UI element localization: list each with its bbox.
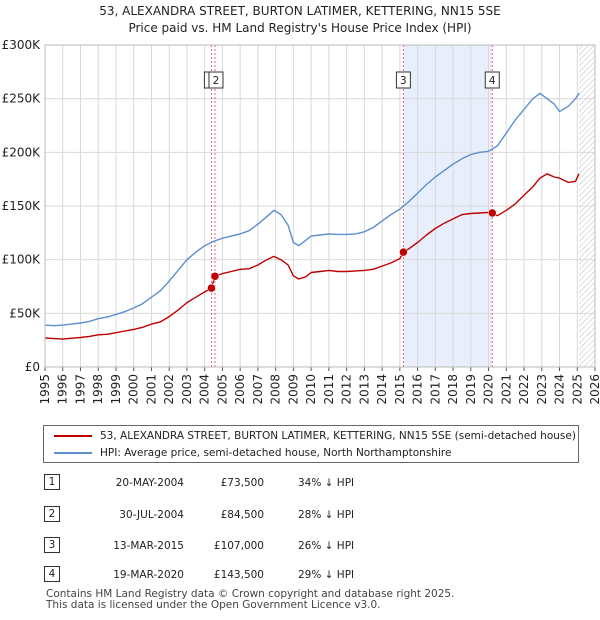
transaction-marker-label: 2 (213, 75, 220, 87)
transaction-row: 2 30-JUL-2004 £84,500 28% ↓ HPI (0, 506, 600, 524)
legend: 53, ALEXANDRA STREET, BURTON LATIMER, KE… (43, 425, 579, 463)
x-tick-label: 2002 (162, 374, 176, 405)
transaction-price: £73,500 (220, 477, 264, 489)
x-tick-label: 1999 (109, 374, 123, 405)
x-tick-label: 1995 (38, 374, 52, 405)
transaction-row: 3 13-MAR-2015 £107,000 26% ↓ HPI (0, 537, 600, 555)
x-tick-label: 2006 (233, 374, 247, 405)
x-tick-label: 2025 (570, 374, 584, 405)
legend-swatch-property (54, 435, 92, 437)
transaction-number: 4 (44, 566, 60, 582)
transaction-number: 3 (44, 537, 60, 553)
transaction-date: 30-JUL-2004 (119, 509, 184, 521)
plot-border (44, 44, 596, 368)
x-tick-label: 2026 (588, 374, 600, 405)
transaction-hpi: 29% ↓ HPI (298, 569, 355, 581)
price-chart: 1234 £0£50K£100K£150K£200K£250K£300K1995… (2, 38, 600, 405)
y-tick-label: £100K (2, 253, 42, 267)
x-tick-label: 1998 (91, 374, 105, 405)
x-tick-label: 2001 (144, 374, 158, 405)
transaction-hpi: 34% ↓ HPI (298, 477, 355, 489)
hpi-line (44, 92, 580, 327)
transaction-price: £84,500 (220, 509, 264, 521)
transaction-marker-box (395, 71, 411, 89)
transaction-point (207, 283, 216, 293)
transaction-row: 1 20-MAY-2004 £73,500 34% ↓ HPI (0, 474, 600, 492)
transaction-point (488, 208, 497, 218)
legend-label-hpi: HPI: Average price, semi-detached house,… (100, 447, 452, 459)
chart-subtitle: Price paid vs. HM Land Registry's House … (128, 21, 472, 35)
x-tick-label: 2020 (482, 374, 496, 405)
x-tick-label: 2022 (517, 374, 531, 405)
transaction-hpi: 26% ↓ HPI (298, 540, 355, 552)
legend-swatch-hpi (54, 452, 92, 454)
x-tick-label: 2009 (286, 374, 300, 405)
transaction-point (210, 272, 220, 281)
x-tick-label: 2012 (340, 374, 354, 405)
x-tick-label: 2014 (375, 374, 389, 405)
x-tick-label: 1997 (73, 374, 87, 405)
x-tick-label: 2019 (464, 374, 478, 405)
x-tick-label: 2018 (446, 374, 460, 405)
legend-label-property: 53, ALEXANDRA STREET, BURTON LATIMER, KE… (100, 430, 576, 442)
footer: Contains HM Land Registry data © Crown c… (46, 589, 454, 611)
x-tick-label: 2021 (499, 374, 513, 405)
footer-licence: This data is licensed under the Open Gov… (46, 599, 381, 611)
transaction-point (399, 247, 408, 257)
transaction-marker-box (484, 71, 500, 89)
y-tick-label: £200K (2, 145, 42, 159)
property-price-line (44, 173, 580, 340)
y-tick-label: £150K (2, 199, 42, 213)
x-tick-label: 1996 (56, 374, 70, 405)
y-tick-label: £0 (25, 360, 40, 374)
x-tick-label: 2010 (304, 374, 318, 405)
transaction-date: 20-MAY-2004 (115, 477, 184, 489)
transaction-date: 19-MAR-2020 (113, 569, 184, 581)
transaction-points: 1234 (203, 71, 500, 293)
footer-copyright: Contains HM Land Registry data © Crown c… (46, 588, 455, 600)
x-tick-label: 2000 (127, 374, 141, 405)
chart-title: 53, ALEXANDRA STREET, BURTON LATIMER, KE… (99, 4, 501, 18)
transaction-price: £143,500 (213, 569, 264, 581)
y-tick-label: £50K (9, 306, 41, 320)
transaction-date: 13-MAR-2015 (113, 540, 184, 552)
x-tick-label: 2023 (535, 374, 549, 405)
x-tick-label: 2013 (357, 374, 371, 405)
y-tick-label: £300K (2, 38, 42, 52)
transaction-number: 2 (44, 506, 60, 522)
x-tick-label: 2004 (198, 374, 212, 405)
transaction-marker-label: 4 (489, 75, 496, 87)
transaction-row: 4 19-MAR-2020 £143,500 29% ↓ HPI (0, 566, 600, 584)
x-tick-label: 2024 (553, 374, 567, 405)
transaction-hpi: 28% ↓ HPI (298, 509, 355, 521)
x-tick-label: 2011 (322, 374, 336, 405)
x-tick-label: 2015 (393, 374, 407, 405)
transaction-marker-box (208, 71, 224, 89)
chart-series (44, 92, 580, 340)
x-tick-label: 2007 (251, 374, 265, 405)
x-tick-label: 2005 (215, 374, 229, 405)
transaction-price: £107,000 (213, 540, 264, 552)
transaction-marker-label: 3 (400, 75, 407, 87)
transaction-number: 1 (44, 474, 60, 490)
x-tick-label: 2003 (180, 374, 194, 405)
x-tick-label: 2017 (428, 374, 442, 405)
x-tick-label: 2016 (411, 374, 425, 405)
x-tick-label: 2008 (269, 374, 283, 405)
y-tick-label: £250K (2, 92, 42, 106)
